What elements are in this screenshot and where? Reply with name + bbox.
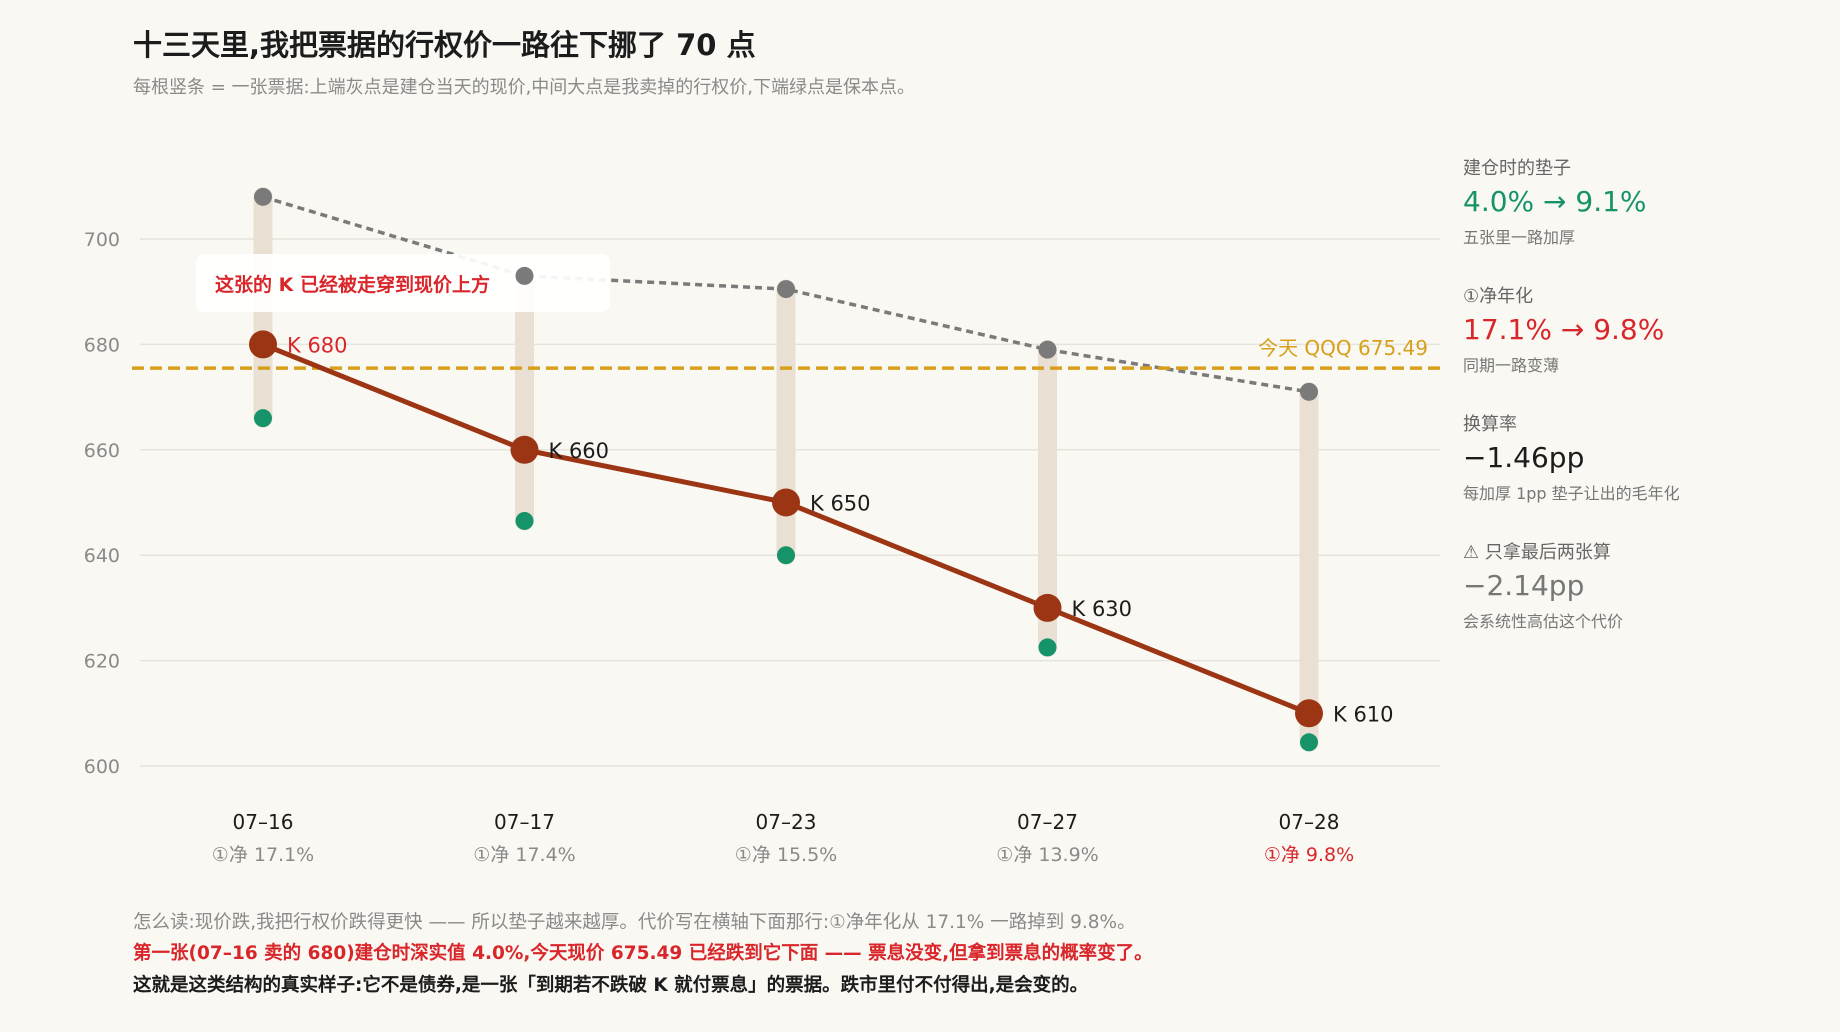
x-tick-label: 07–17: [494, 810, 555, 834]
strike-point: [772, 488, 800, 517]
strike-point: [510, 435, 539, 464]
x-tick-label: 07–28: [1279, 810, 1340, 834]
x-tick-label: 07–16: [233, 810, 294, 834]
net-annual-label: ①净 9.8%: [1264, 844, 1354, 866]
spot-point: [777, 280, 795, 299]
strike-label: K 630: [1072, 597, 1133, 621]
breakeven-point: [1300, 733, 1318, 752]
footer-warning: 第一张(07–16 卖的 680)建仓时深实值 4.0%,今天现价 675.49…: [133, 943, 1153, 964]
side-stat-value: −2.14pp: [1463, 569, 1585, 602]
x-tick-label: 07–27: [1017, 810, 1078, 834]
y-tick-label: 660: [84, 440, 120, 462]
net-annual-label: ①净 15.5%: [735, 844, 837, 866]
y-tick-label: 700: [84, 229, 120, 251]
side-stat-net-annual: ①净年化 17.1% → 9.8% 同期一路变薄: [1463, 282, 1823, 376]
spot-price-line: [262, 195, 1310, 394]
side-stat-note: 同期一路变薄: [1463, 356, 1560, 375]
net-annual-label: ①净 13.9%: [996, 844, 1098, 866]
side-stat-note: 会系统性高估这个代价: [1463, 612, 1624, 631]
chart-subtitle: 每根竖条 = 一张票据:上端灰点是建仓当天的现价,中间大点是我卖掉的行权价,下端…: [133, 77, 916, 98]
callout-box: [196, 254, 610, 312]
spot-point: [1038, 340, 1057, 359]
y-tick-label: 640: [84, 545, 120, 567]
strike-label: K 680: [287, 333, 348, 357]
today-price-label: 今天 QQQ 675.49: [1258, 336, 1428, 360]
side-stat-conversion-rate: 换算率 −1.46pp 每加厚 1pp 垫子让出的毛年化: [1463, 410, 1823, 504]
side-stat-value: 4.0% → 9.1%: [1463, 185, 1647, 218]
chart-title: 十三天里,我把票据的行权价一路往下挪了 70 点: [133, 28, 756, 62]
spot-point: [515, 266, 534, 285]
y-tick-label: 600: [84, 756, 120, 778]
breakeven-point: [1038, 638, 1057, 657]
net-annual-label: ①净 17.4%: [473, 844, 575, 866]
footer-how-to-read: 怎么读:现价跌,我把行权价跌得更快 —— 所以垫子越来越厚。代价写在横轴下面那行…: [133, 912, 1136, 933]
strike-point: [249, 330, 277, 359]
strike-label: K 660: [549, 439, 610, 463]
side-stat-label: ⚠ 只拿最后两张算: [1463, 542, 1611, 563]
breakeven-point: [254, 409, 272, 428]
y-tick-label: 620: [84, 651, 120, 673]
side-stat-cushion: 建仓时的垫子 4.0% → 9.1% 五张里一路加厚: [1463, 154, 1823, 248]
side-stat-label: 换算率: [1463, 414, 1517, 435]
footer-conclusion: 这就是这类结构的真实样子:它不是债券,是一张「到期若不跌破 K 就付票息」的票据…: [133, 975, 1089, 996]
breakeven-point: [777, 546, 795, 565]
strike-point: [1295, 699, 1323, 728]
side-stat-note: 每加厚 1pp 垫子让出的毛年化: [1463, 484, 1680, 503]
side-stat-label: 建仓时的垫子: [1463, 158, 1571, 179]
side-stat-value: −1.46pp: [1463, 441, 1585, 474]
spot-point: [254, 187, 272, 206]
callout-text: 这张的 K 已经被走穿到现价上方: [215, 273, 490, 296]
breakeven-point: [515, 511, 534, 530]
side-stat-value: 17.1% → 9.8%: [1463, 313, 1665, 346]
side-stat-note: 五张里一路加厚: [1463, 228, 1576, 247]
strike-point: [1033, 593, 1062, 622]
strike-label: K 610: [1333, 702, 1394, 726]
spot-point: [1300, 382, 1318, 401]
y-tick-label: 680: [84, 334, 120, 356]
net-annual-label: ①净 17.1%: [212, 844, 314, 866]
side-stat-last-two: ⚠ 只拿最后两张算 −2.14pp 会系统性高估这个代价: [1463, 538, 1823, 632]
strike-chart: 600 620 640 660 680 700 今天 QQQ 675.49 这张的 K 已经被…: [84, 187, 1440, 866]
side-stat-label: ①净年化: [1463, 286, 1534, 307]
x-tick-label: 07–23: [756, 810, 817, 834]
strike-label: K 650: [810, 492, 871, 516]
